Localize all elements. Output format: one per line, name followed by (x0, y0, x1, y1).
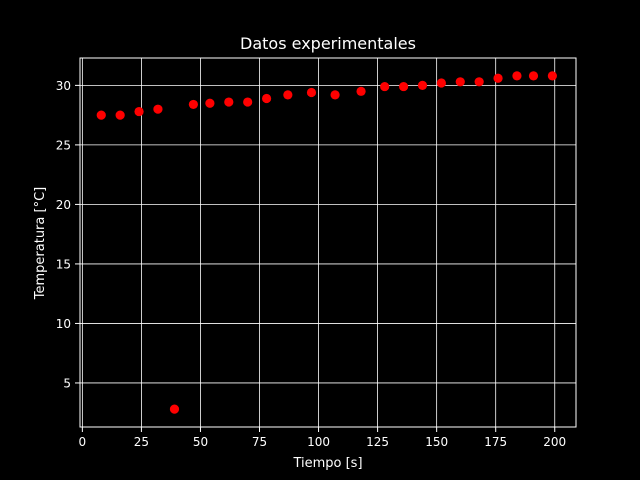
x-tick-label: 0 (79, 435, 87, 449)
y-tick-label: 5 (63, 376, 71, 390)
data-point (243, 97, 253, 107)
x-tick-label: 100 (307, 435, 330, 449)
y-tick-label: 10 (56, 317, 71, 331)
y-tick-label: 20 (56, 198, 71, 212)
y-tick-label: 30 (56, 79, 71, 93)
data-point (96, 110, 106, 120)
data-point (261, 93, 272, 104)
data-point (474, 77, 484, 87)
data-point (283, 90, 293, 100)
data-point (493, 73, 503, 83)
x-tick-label: 125 (366, 435, 389, 449)
data-point (417, 80, 428, 90)
x-tick-label: 150 (425, 435, 448, 449)
data-points (96, 71, 557, 414)
y-axis-label: Temperatura [°C] (33, 187, 48, 300)
data-point (380, 81, 390, 92)
data-point (455, 77, 465, 87)
data-point (224, 97, 234, 107)
data-point (398, 81, 409, 92)
data-point (169, 404, 180, 414)
axis-ticks: 0 25 50 75 100 125 150 175 200 5 10 15 20 25 30 (56, 79, 566, 449)
x-tick-label: 25 (134, 435, 149, 449)
data-point (153, 104, 163, 114)
data-point (306, 87, 317, 98)
grid-lines (80, 58, 576, 427)
data-point (547, 71, 557, 81)
data-point (134, 106, 144, 117)
data-point (436, 78, 446, 88)
plot-frame (79, 57, 577, 428)
data-point (330, 90, 340, 100)
y-tick-label: 15 (56, 257, 71, 271)
x-tick-label: 175 (484, 435, 507, 449)
x-tick-label: 200 (543, 435, 566, 449)
data-point (188, 99, 198, 110)
data-point (115, 110, 125, 120)
x-axis-label: Tiempo [s] (292, 456, 362, 471)
data-point (528, 71, 539, 81)
y-tick-label: 25 (56, 138, 71, 152)
data-point (512, 71, 522, 81)
x-tick-label: 75 (252, 435, 267, 449)
chart-title: Datos experimentales (240, 34, 416, 53)
x-tick-label: 50 (193, 435, 208, 449)
data-point (356, 86, 366, 96)
data-point (205, 98, 215, 108)
